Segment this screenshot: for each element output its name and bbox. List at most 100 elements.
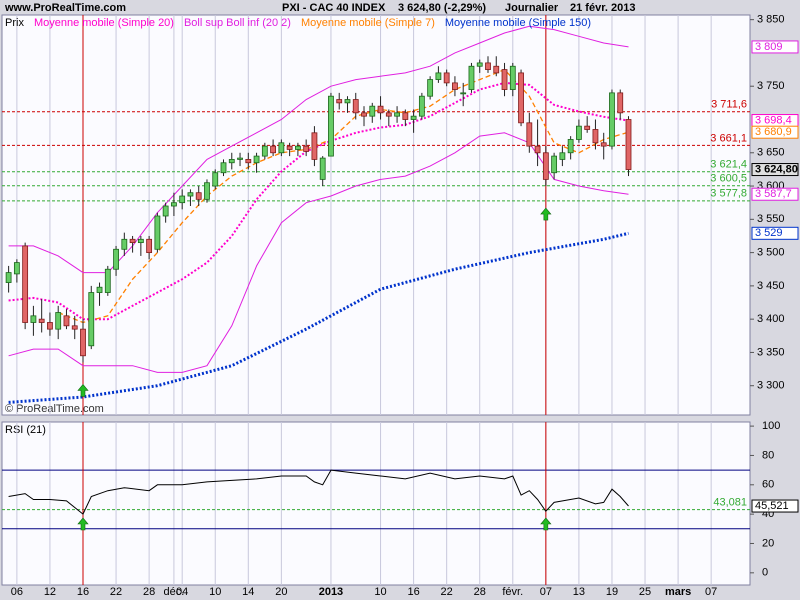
candle-body: [509, 65, 516, 90]
candle-body: [220, 162, 227, 174]
y-tick-label: 3 450: [757, 280, 785, 292]
x-tick-label: 04: [176, 586, 188, 598]
candle-body: [460, 92, 467, 95]
value-box-label: 45,521: [755, 500, 789, 512]
candle-body: [410, 115, 417, 120]
candle-body: [394, 112, 400, 117]
candle-body: [137, 238, 144, 244]
candle-body: [30, 315, 37, 323]
signal-arrow: [77, 517, 89, 531]
candle-body: [286, 145, 293, 150]
x-tick-label: mars: [665, 586, 691, 598]
candle-body: [96, 286, 103, 293]
y-tick-label: 3 550: [757, 213, 785, 225]
candle-body: [361, 112, 367, 117]
value-box: [751, 187, 799, 201]
candle-body: [344, 99, 351, 104]
x-tick-label: 07: [705, 586, 717, 598]
x-tick-label: 14: [242, 586, 254, 598]
candle-body: [278, 142, 285, 154]
candle-body: [80, 328, 86, 357]
rsi-title: RSI (21): [5, 424, 46, 436]
candle-body: [113, 248, 119, 270]
candle-body: [559, 152, 566, 160]
site-label: www.ProRealTime.com: [4, 2, 126, 14]
price-panel: [1, 14, 751, 416]
x-tick-label: déc.: [164, 586, 185, 598]
value-box-label: 3 680,9: [755, 126, 792, 138]
candle-body: [253, 155, 260, 164]
candle-body: [270, 145, 276, 154]
x-tick-label: 16: [407, 586, 419, 598]
level-label: 3 711,6: [711, 99, 747, 111]
candle-body: [195, 192, 202, 200]
y-tick-label: 80: [762, 449, 774, 461]
date: 21 févr. 2013: [570, 2, 635, 14]
x-tick-label: févr.: [502, 586, 523, 598]
candle-body: [427, 79, 434, 97]
candle-body: [22, 245, 29, 323]
candle-body: [468, 65, 475, 90]
x-tick-label: 19: [606, 586, 618, 598]
y-tick-label: 100: [762, 420, 780, 432]
candle-body: [245, 159, 252, 164]
x-tick-label: 10: [209, 586, 221, 598]
moving-average: [57, 68, 629, 324]
candle-body: [319, 157, 326, 180]
candle-body: [121, 238, 128, 250]
value-box: [751, 40, 799, 54]
credit: © ProRealTime.com: [5, 403, 104, 415]
candle-body: [452, 82, 458, 90]
x-tick-label: 10: [374, 586, 386, 598]
level-label: 3 577,8: [710, 188, 747, 200]
y-tick-label: 20: [762, 537, 774, 549]
y-tick-label: 3 300: [757, 380, 785, 392]
candle-body: [328, 95, 334, 157]
value-box: [751, 125, 799, 139]
candle-body: [493, 65, 500, 74]
x-tick-label: 2013: [319, 586, 343, 598]
rsi-panel: [1, 421, 751, 586]
candle-body: [584, 125, 591, 130]
candle-body: [261, 145, 268, 157]
candle-body: [501, 69, 508, 90]
moving-average: [8, 81, 629, 321]
level-label: 3 621,4: [710, 159, 747, 171]
candle-body: [129, 238, 136, 244]
rsi-line: [8, 469, 629, 515]
candle-body: [154, 215, 161, 250]
candle-body: [5, 272, 12, 283]
candle-body: [377, 105, 384, 114]
value-box-label: 3 587,7: [755, 188, 792, 200]
y-tick-label: 0: [762, 567, 768, 579]
candle-body: [303, 145, 310, 152]
candle-body: [237, 157, 243, 160]
x-tick-label: 07: [540, 586, 552, 598]
candle-body: [146, 238, 153, 254]
candle-body: [162, 205, 169, 217]
candle-body: [369, 105, 376, 117]
value-box-label: 3 698,4: [755, 114, 792, 126]
candle-body: [518, 72, 524, 124]
candle-body: [617, 92, 624, 114]
candle-body: [336, 99, 343, 104]
candle-body: [567, 139, 574, 154]
candle-body: [187, 192, 194, 197]
candle-body: [542, 152, 549, 180]
candle-body: [576, 125, 582, 140]
x-tick-label: 25: [639, 586, 651, 598]
candle-body: [476, 62, 483, 67]
candle-body: [526, 122, 533, 147]
candle-body: [592, 129, 599, 144]
y-tick-label: 3 400: [757, 313, 785, 325]
candle-body: [71, 325, 78, 330]
value-box-label: 3 624,80: [755, 163, 798, 175]
candle-body: [38, 318, 45, 323]
chart-title: PXI - CAC 40 INDEX: [282, 2, 386, 14]
x-tick-label: 16: [77, 586, 89, 598]
x-tick-label: 22: [441, 586, 453, 598]
y-tick-label: 3 750: [757, 80, 785, 92]
band-upper: [8, 25, 629, 274]
legend-entry: Moyenne mobile (Simple 7): [301, 17, 435, 29]
value-box-label: 3 809: [755, 41, 783, 53]
